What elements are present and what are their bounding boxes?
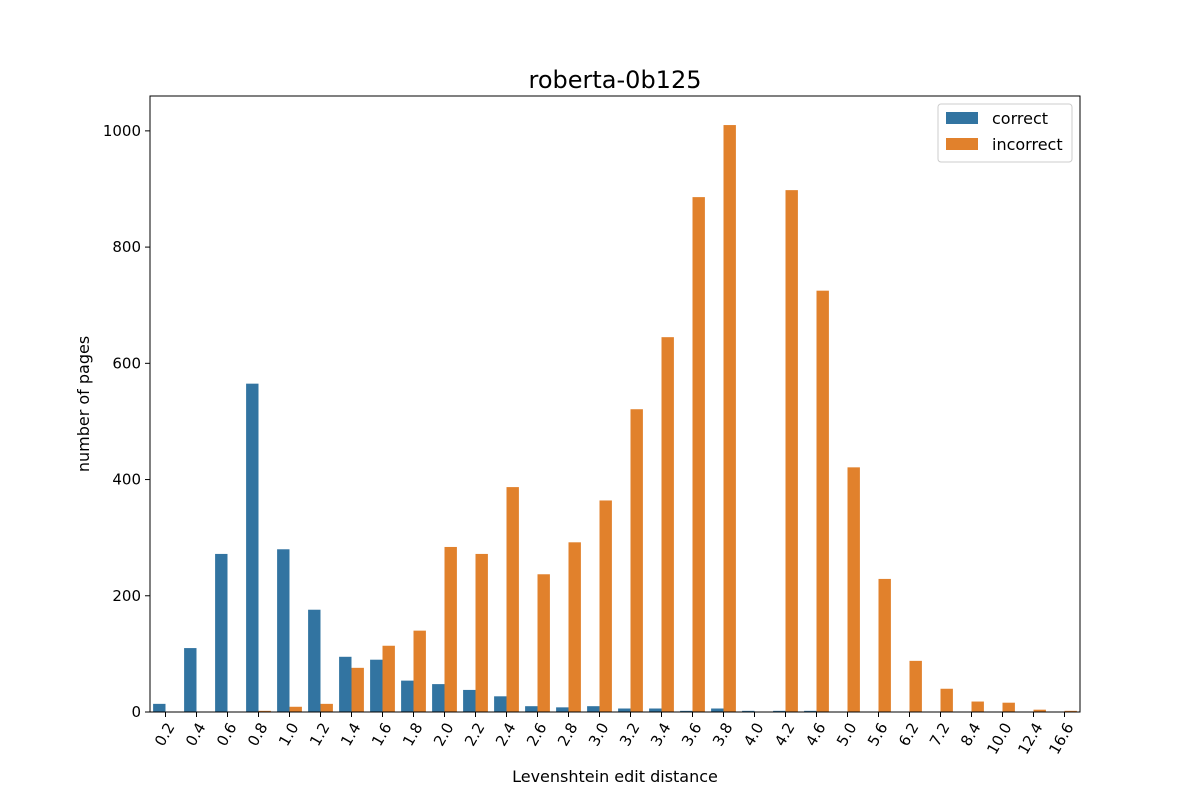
bar-correct-2.0: [432, 684, 445, 712]
x-tick-label: 5.6: [864, 720, 892, 750]
bar-incorrect-3.4: [661, 337, 674, 712]
bar-correct-2.8: [556, 707, 569, 712]
bar-correct-4.6: [804, 710, 817, 712]
bar-incorrect-1.4: [351, 667, 364, 712]
bar-incorrect-6.2: [909, 660, 922, 712]
x-tick-label: 8.4: [957, 720, 985, 750]
y-tick-label: 800: [112, 238, 141, 256]
bar-correct-0.8: [246, 383, 259, 712]
x-tick-label: 2.6: [523, 720, 551, 750]
bar-incorrect-4.2: [785, 190, 798, 712]
bar-correct-0.6: [215, 553, 228, 712]
x-tick-label: 10.0: [983, 720, 1015, 758]
x-axis-ticks: 0.2 0.4 0.6 0.8 1.0 1.2 1.4 1.6 1.8 2.0 2.2 2.4 2.6 2…: [151, 712, 1078, 758]
y-tick-label: 600: [112, 354, 141, 372]
x-tick-label: 2.8: [554, 720, 582, 750]
bar-incorrect-1.8: [413, 630, 426, 712]
bar-incorrect-2.8: [568, 542, 581, 712]
bar-incorrect-3.6: [692, 197, 705, 712]
x-tick-label: 0.2: [151, 720, 179, 750]
legend-swatch-correct: [946, 112, 978, 124]
x-tick-label: 4.2: [771, 720, 799, 750]
bar-correct-3.0: [587, 706, 600, 712]
bar-correct-1.0: [277, 549, 290, 712]
x-tick-label: 3.2: [616, 720, 644, 750]
x-tick-label: 1.8: [399, 720, 427, 750]
y-tick-label: 1000: [103, 122, 141, 140]
x-tick-label: 3.4: [647, 720, 675, 750]
bar-correct-2.6: [525, 706, 538, 712]
bar-correct-3.4: [649, 708, 662, 712]
x-tick-label: 2.4: [492, 720, 520, 750]
bar-correct-0.2: [153, 703, 166, 712]
legend-label-incorrect: incorrect: [992, 135, 1063, 154]
bar-incorrect-3.8: [723, 125, 736, 712]
bar-incorrect-1.0: [289, 706, 302, 712]
x-tick-label: 2.2: [461, 720, 489, 750]
bars-group: [153, 125, 1077, 712]
y-tick-label: 0: [131, 703, 141, 721]
bar-correct-1.2: [308, 609, 321, 712]
bar-incorrect-8.4: [971, 701, 984, 712]
legend: correct incorrect: [937, 103, 1073, 163]
x-tick-label: 6.2: [895, 720, 923, 750]
bar-correct-4.0: [742, 710, 755, 712]
bar-incorrect-12.4: [1033, 709, 1046, 712]
x-tick-label: 7.2: [926, 720, 954, 750]
bar-incorrect-10.0: [1002, 702, 1015, 712]
x-tick-label: 5.0: [833, 720, 861, 750]
bar-incorrect-7.2: [940, 688, 953, 712]
bar-correct-3.6: [680, 710, 693, 712]
y-tick-label: 400: [112, 471, 141, 489]
bar-incorrect-2.4: [506, 487, 519, 712]
bar-correct-3.8: [711, 708, 724, 712]
bar-incorrect-16.6: [1064, 710, 1077, 712]
y-tick-label: 200: [112, 587, 141, 605]
x-tick-label: 4.0: [740, 720, 768, 750]
x-tick-label: 0.6: [213, 720, 241, 750]
bar-incorrect-4.6: [816, 290, 829, 712]
bar-incorrect-3.2: [630, 409, 643, 712]
x-tick-label: 3.8: [709, 720, 737, 750]
bar-incorrect-2.6: [537, 574, 550, 712]
x-tick-label: 4.6: [802, 720, 830, 750]
legend-label-correct: correct: [992, 109, 1048, 128]
chart-title: roberta-0b125: [529, 66, 702, 94]
bar-incorrect-2.0: [444, 546, 457, 712]
bar-incorrect-0.8: [258, 710, 271, 712]
bar-incorrect-5.6: [878, 578, 891, 712]
x-tick-label: 3.0: [585, 720, 613, 750]
x-tick-label: 1.6: [368, 720, 396, 750]
y-axis-ticks: 0 200 400 600 800 1000: [103, 122, 150, 721]
bar-correct-0.4: [184, 648, 197, 712]
y-axis-label: number of pages: [74, 336, 93, 472]
bar-correct-2.2: [463, 689, 476, 712]
bar-correct-1.8: [401, 680, 414, 712]
bar-correct-1.4: [339, 656, 352, 712]
legend-swatch-incorrect: [946, 138, 978, 150]
bar-correct-4.2: [773, 710, 786, 712]
x-tick-label: 1.0: [275, 720, 303, 750]
x-tick-label: 16.6: [1045, 720, 1077, 758]
x-tick-label: 3.6: [678, 720, 706, 750]
bar-correct-3.2: [618, 708, 631, 712]
x-tick-label: 0.8: [244, 720, 272, 750]
bar-incorrect-2.2: [475, 553, 488, 712]
x-tick-label: 2.0: [430, 720, 458, 750]
x-tick-label: 1.2: [306, 720, 334, 750]
x-tick-label: 12.4: [1014, 720, 1046, 758]
x-tick-label: 0.4: [182, 720, 210, 750]
bar-incorrect-3.0: [599, 500, 612, 712]
bar-incorrect-1.2: [320, 703, 333, 712]
x-axis-label: Levenshtein edit distance: [512, 767, 718, 786]
bar-incorrect-1.6: [382, 645, 395, 712]
x-tick-label: 1.4: [337, 720, 365, 750]
bar-correct-2.4: [494, 696, 507, 712]
bar-incorrect-5.0: [847, 467, 860, 712]
bar-correct-1.6: [370, 659, 383, 712]
plot-frame: [149, 95, 1081, 713]
